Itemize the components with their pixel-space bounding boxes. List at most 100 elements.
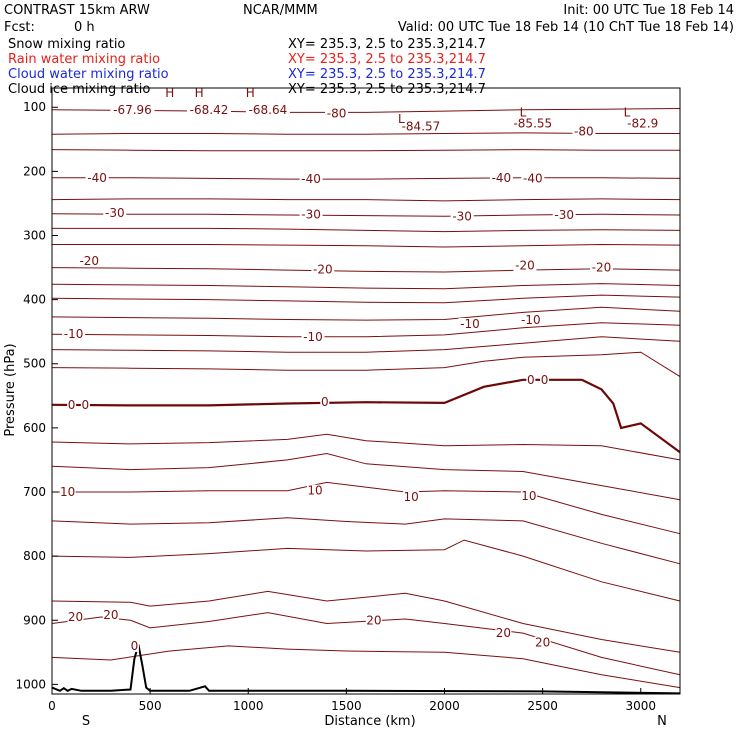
x-tick-label: 1500 [331, 699, 362, 713]
legend-cloud-ice-xy: XY= 235.3, 2.5 to 235.3,214.7 [288, 82, 486, 97]
contour-label: -40 [492, 171, 512, 185]
contour-line [51, 108, 681, 113]
org-label: NCAR/MMM [243, 3, 318, 18]
contour-label-bg [102, 609, 119, 622]
legend-rain-xy: XY= 235.3, 2.5 to 235.3,214.7 [288, 52, 486, 67]
contour-label-bg [320, 396, 330, 409]
contour-label: -30 [301, 207, 321, 221]
extremum-markers: H H H L L L [165, 86, 630, 126]
legend-snow-label: Snow mixing ratio [8, 37, 125, 52]
terrain-line [51, 644, 681, 695]
contour-label: -10 [64, 327, 84, 341]
valid-time: Valid: 00 UTC Tue 18 Feb 14 (10 ChT Tue … [398, 20, 734, 35]
contour-label-bg [325, 107, 349, 120]
y-tick-label: 1000 [15, 677, 46, 691]
x-tick-label: 500 [139, 699, 162, 713]
contour-line [51, 322, 681, 338]
contour-label-bg [187, 103, 231, 116]
contour-label: -10 [521, 313, 541, 327]
contour-line [51, 517, 681, 565]
contour-label: -80 [327, 107, 347, 121]
contour-label-bg [67, 398, 77, 411]
legend-cloud-ice-label: Cloud ice mixing ratio [8, 82, 150, 97]
contour-label: -85.55 [513, 116, 552, 130]
x-tick-label: 2500 [527, 699, 558, 713]
contour-line [51, 452, 681, 501]
contour-line [51, 306, 681, 321]
contour-label-bg [450, 210, 474, 223]
contour-label: -40 [523, 171, 543, 185]
contour-label-bg [311, 263, 335, 276]
x-tick-label: 3000 [625, 699, 656, 713]
contour-label-bg [519, 314, 543, 327]
legend-cloud-water-xy: XY= 235.3, 2.5 to 235.3,214.7 [288, 67, 486, 82]
contour-line [52, 243, 681, 248]
contour-label: 10 [60, 485, 75, 499]
contour-line [52, 177, 681, 180]
contour-label-bg [403, 491, 420, 504]
y-axis-label: Pressure (hPa) [3, 343, 18, 436]
contour-label: -40 [301, 172, 321, 186]
contour-label-bg [62, 328, 86, 341]
contour-label: -20 [313, 262, 333, 276]
contour-line [51, 198, 681, 202]
contour-label: -30 [105, 206, 125, 220]
contour-line [51, 351, 681, 378]
y-tick-label: 500 [23, 357, 46, 371]
contour-lines [51, 108, 681, 689]
contour-label-bg [77, 255, 101, 268]
contour-label: -20 [592, 261, 612, 275]
contour-label: 20 [535, 636, 550, 650]
contour-label: -30 [554, 208, 574, 222]
y-tick-label: 200 [23, 164, 46, 178]
contour-line-zero [51, 378, 681, 454]
model-title: CONTRAST 15km ARW [4, 3, 150, 18]
contour-label: 0 [68, 398, 76, 412]
contour-line [51, 590, 681, 653]
plot-frame [51, 87, 681, 695]
contour-label-bg [365, 614, 382, 627]
legend-rain-label: Rain water mixing ratio [8, 52, 160, 67]
contour-label: -20 [515, 259, 535, 273]
contour-label-bg [489, 171, 513, 184]
contour-line [51, 336, 681, 353]
y-tick-label: 900 [23, 613, 46, 627]
contour-line [51, 213, 681, 217]
contour-label: 10 [307, 484, 322, 498]
contour-label-bg [521, 172, 545, 185]
contour-label: 20 [68, 610, 83, 624]
north-label: N [657, 714, 667, 729]
contour-label-bg [85, 171, 109, 184]
legend-snow-xy: XY= 235.3, 2.5 to 235.3,214.7 [288, 37, 486, 52]
contour-line [51, 267, 681, 273]
contour-label-bg [534, 636, 551, 649]
contour-label-bg [103, 207, 127, 220]
init-time: Init: 00 UTC Tue 18 Feb 14 [563, 3, 734, 18]
contour-line [52, 227, 681, 233]
contour-label-bg [299, 208, 323, 221]
contour-label-bg [110, 103, 155, 116]
high-marker: H [195, 86, 204, 100]
contour-label-bg [552, 208, 576, 221]
contour-label: 0 [527, 373, 535, 387]
contour-line [51, 433, 681, 461]
contour-line [52, 481, 681, 535]
contour-label: -82.9 [627, 116, 658, 130]
high-marker: H [246, 86, 255, 100]
forecast-hour: 0 h [74, 20, 95, 35]
contour-label-bg [67, 611, 84, 624]
contour-labels: -67.96 -68.42 -68.64 -80 -84.57 -85.55 -80 -82.… [59, 103, 662, 653]
contour-label-bg [398, 120, 443, 133]
contour-label-bg [526, 373, 536, 386]
contour-line [51, 294, 681, 304]
contour-label: 10 [521, 489, 536, 503]
contour-label-bg [572, 125, 596, 138]
contour-label: 20 [496, 626, 511, 640]
low-marker: L [520, 105, 527, 119]
contour-label-bg [80, 398, 90, 411]
terrain-profile [51, 644, 681, 695]
contour-label-bg [624, 117, 662, 130]
contour-label: 0 [131, 639, 139, 653]
x-tick-label: 0 [48, 699, 56, 713]
low-marker: L [624, 105, 631, 119]
